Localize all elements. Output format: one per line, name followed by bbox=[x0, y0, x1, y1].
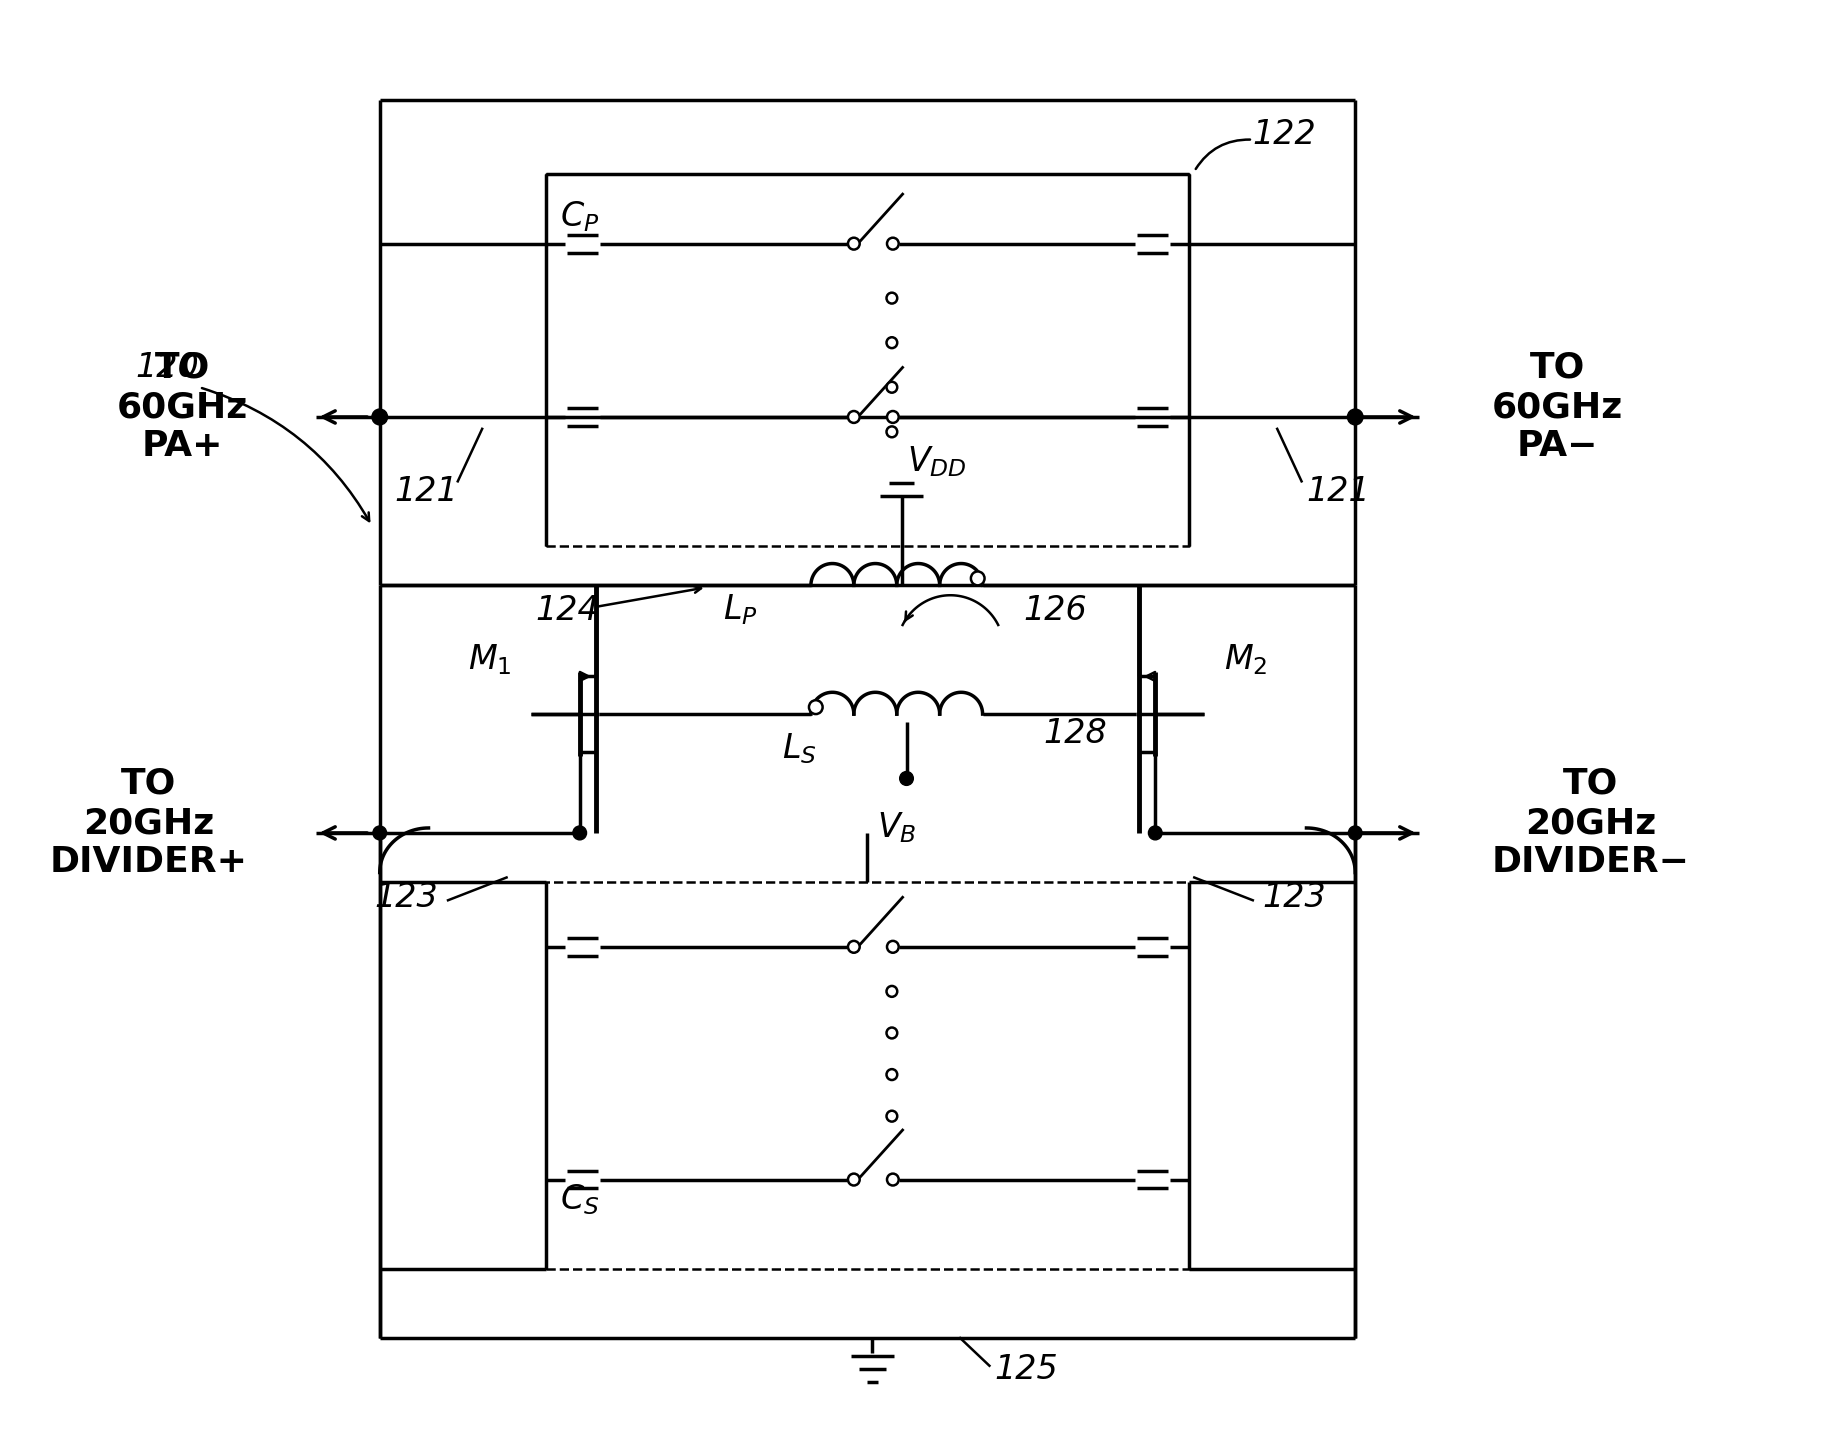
Text: $M_1$: $M_1$ bbox=[467, 643, 512, 677]
Circle shape bbox=[887, 1110, 898, 1122]
Text: 122: 122 bbox=[1252, 118, 1317, 152]
Circle shape bbox=[887, 941, 899, 953]
Text: $M_2$: $M_2$ bbox=[1223, 643, 1267, 677]
Circle shape bbox=[848, 238, 859, 250]
Circle shape bbox=[887, 381, 898, 393]
Text: 126: 126 bbox=[1023, 593, 1088, 627]
Text: $L_P$: $L_P$ bbox=[724, 592, 757, 628]
Text: TO
20GHz
DIVIDER−: TO 20GHz DIVIDER− bbox=[1492, 767, 1690, 879]
Circle shape bbox=[887, 338, 898, 348]
Text: $C_P$: $C_P$ bbox=[560, 199, 600, 234]
Circle shape bbox=[887, 1069, 898, 1080]
Circle shape bbox=[887, 1028, 898, 1038]
Text: 123: 123 bbox=[1263, 881, 1326, 914]
Circle shape bbox=[899, 771, 912, 786]
Circle shape bbox=[573, 826, 587, 840]
Circle shape bbox=[1348, 826, 1361, 840]
Circle shape bbox=[887, 986, 898, 996]
Text: $V_B$: $V_B$ bbox=[877, 810, 916, 845]
Text: 121: 121 bbox=[1306, 475, 1370, 508]
Text: TO
20GHz
DIVIDER+: TO 20GHz DIVIDER+ bbox=[50, 767, 247, 879]
Text: TO
60GHz
PA+: TO 60GHz PA+ bbox=[116, 351, 247, 464]
Text: 120: 120 bbox=[137, 351, 199, 384]
Text: $V_{DD}$: $V_{DD}$ bbox=[907, 445, 966, 479]
Text: 121: 121 bbox=[395, 475, 458, 508]
Circle shape bbox=[887, 1174, 899, 1186]
Text: 123: 123 bbox=[375, 881, 438, 914]
Text: $L_S$: $L_S$ bbox=[781, 732, 816, 767]
Circle shape bbox=[972, 572, 984, 585]
Circle shape bbox=[848, 412, 859, 423]
Circle shape bbox=[809, 700, 822, 715]
Circle shape bbox=[1149, 826, 1162, 840]
Circle shape bbox=[848, 1174, 859, 1186]
Text: 124: 124 bbox=[536, 593, 600, 627]
Circle shape bbox=[371, 409, 388, 425]
Circle shape bbox=[887, 412, 899, 423]
Text: 128: 128 bbox=[1044, 718, 1106, 751]
Text: 125: 125 bbox=[994, 1353, 1058, 1386]
Circle shape bbox=[887, 293, 898, 303]
Text: $C_S$: $C_S$ bbox=[560, 1183, 600, 1217]
Circle shape bbox=[373, 826, 386, 840]
Circle shape bbox=[887, 238, 899, 250]
Text: TO
60GHz
PA−: TO 60GHz PA− bbox=[1492, 351, 1624, 464]
Circle shape bbox=[848, 941, 859, 953]
Circle shape bbox=[1348, 409, 1363, 425]
Circle shape bbox=[887, 426, 898, 438]
